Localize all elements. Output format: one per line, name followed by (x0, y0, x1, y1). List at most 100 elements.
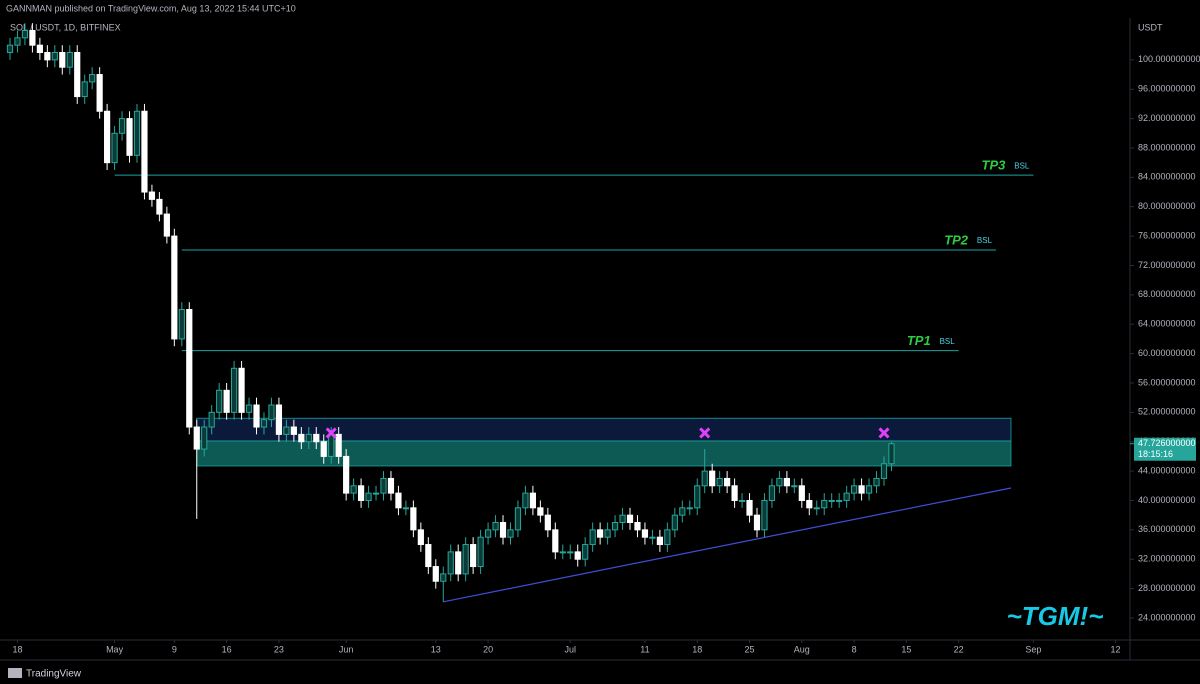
candle-body (245, 404, 253, 413)
candle-body (260, 419, 268, 428)
plot-area: BSL TP3 BSL TP2 BSL TP1 (6, 23, 1034, 603)
last-price-label: 47.726000000 (1138, 438, 1196, 448)
candle-body (492, 522, 499, 531)
candle-body (133, 110, 141, 156)
candle-body (694, 485, 701, 509)
x-tick-label: 18 (692, 644, 702, 654)
candle-body (559, 551, 566, 554)
y-tick-label: 76.000000000 (1138, 230, 1196, 240)
candle-body (74, 52, 81, 98)
target-tag: BSL (977, 236, 993, 245)
y-tick-label: 60.000000000 (1138, 348, 1196, 358)
logo (8, 668, 22, 678)
y-tick-label: 56.000000000 (1138, 377, 1196, 387)
candle-body (738, 499, 746, 502)
candle-body (268, 404, 275, 421)
last-price-tag (1134, 437, 1196, 461)
candle-body (118, 118, 126, 134)
candle-body (283, 426, 290, 435)
candle-body (298, 433, 305, 443)
candle-body (791, 485, 798, 488)
candle-body (6, 44, 14, 54)
candle-body (201, 426, 208, 450)
x-tick-label: 15 (901, 644, 911, 654)
x-tick-label: 22 (954, 644, 964, 654)
candle-body (716, 477, 723, 487)
candle-body (671, 514, 678, 531)
candle-body (402, 507, 410, 510)
x-tick-label: 11 (640, 644, 649, 654)
candle-body (216, 389, 223, 413)
candle-body (21, 29, 29, 39)
candle-body (455, 551, 462, 575)
y-tick-label: 100.000000000 (1138, 54, 1200, 64)
candle-body (753, 514, 761, 531)
candle-body (873, 477, 880, 487)
candle-body (29, 29, 36, 46)
candle-body (290, 426, 297, 435)
candle-body (709, 470, 716, 487)
candle-body (507, 529, 514, 538)
x-tick-label: Jun (339, 644, 354, 654)
y-tick-label: 88.000000000 (1138, 142, 1196, 152)
candle-body (320, 441, 327, 457)
candle-body (447, 551, 454, 575)
candle-body (208, 411, 215, 428)
candle-body (641, 529, 649, 538)
candle-body (806, 499, 813, 509)
x-tick-label: 9 (172, 644, 177, 654)
candle-body (776, 477, 783, 487)
candle-body (343, 455, 350, 494)
candle-body (305, 433, 312, 443)
candle-body (746, 499, 753, 516)
candle-body (529, 492, 536, 509)
candle-body (470, 544, 477, 568)
x-tick-label: 23 (274, 644, 284, 654)
candle-body (783, 477, 790, 487)
y-tick-label: 80.000000000 (1138, 201, 1196, 211)
y-tick-label: 28.000000000 (1138, 583, 1196, 593)
candle-body (851, 485, 858, 494)
candle-body (350, 485, 357, 494)
candle-body (328, 433, 335, 457)
candle-body (171, 235, 178, 340)
candle-body (836, 499, 843, 502)
candle-body (357, 485, 365, 501)
candle-body (126, 118, 133, 156)
candle-body (440, 573, 447, 582)
candle-body (768, 485, 776, 501)
candle-body (686, 507, 693, 510)
candle-body (163, 213, 170, 237)
cross-marker (699, 427, 711, 439)
candle-body (888, 443, 895, 465)
candle-body (425, 544, 432, 568)
target-label: TP1 (907, 333, 931, 348)
candle-body (619, 514, 626, 524)
candle-body (701, 470, 708, 487)
candle-body (59, 52, 66, 68)
candle-body (567, 551, 574, 554)
candle-body (81, 81, 88, 98)
candle-body (36, 44, 43, 54)
trendline (443, 487, 1012, 603)
y-tick-label: 52.000000000 (1138, 407, 1196, 417)
candle-body (597, 529, 604, 538)
candle-body (761, 499, 768, 531)
candle-body (417, 529, 424, 546)
y-tick-label: 40.000000000 (1138, 495, 1196, 505)
candle-body (522, 492, 529, 509)
candle-body (372, 492, 380, 495)
candle-body (253, 404, 260, 428)
candle-body (51, 52, 58, 61)
candle-body (724, 477, 731, 487)
x-tick-label: Jul (564, 644, 576, 654)
y-tick-label: 64.000000000 (1138, 319, 1196, 329)
x-tick-label: Aug (794, 644, 810, 654)
x-tick-label: 25 (745, 644, 755, 654)
candle-body (335, 433, 342, 457)
x-tick-label: 18 (12, 644, 22, 654)
candle-body (96, 74, 103, 112)
candle-body (843, 492, 850, 501)
